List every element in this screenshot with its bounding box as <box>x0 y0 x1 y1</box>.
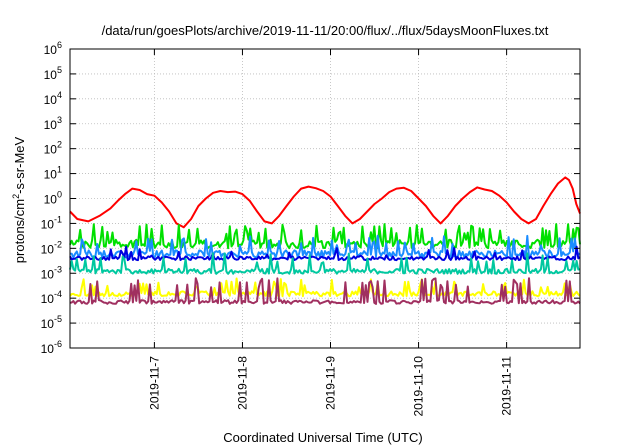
y-tick-label: 10-2 <box>41 239 62 256</box>
series-line-1 <box>69 176 581 229</box>
y-tick-label: 10-6 <box>41 339 62 356</box>
x-tick-label: 2019-11-10 <box>412 356 426 417</box>
y-tick-labels: 10-6 10-5 10-4 10-3 10-2 10-1 100 101 102 103 104 1… <box>41 40 62 356</box>
y-tick-label: 103 <box>44 115 62 132</box>
y-tick-label: 104 <box>44 90 62 107</box>
y-tick-label: 105 <box>44 65 62 82</box>
y-tick-label: 10-4 <box>41 289 62 306</box>
series-line-3 <box>69 234 581 259</box>
series-line-4 <box>69 245 581 262</box>
x-axis-label: Coordinated Universal Time (UTC) <box>223 430 422 445</box>
y-tick-label: 10-3 <box>41 264 62 281</box>
series-line-6 <box>69 277 581 298</box>
x-tick-label: 2019-11-7 <box>147 356 161 410</box>
y-tick-label: 10-1 <box>41 214 62 231</box>
y-axis-label-base: protons/cm <box>12 199 27 263</box>
y-tick-label: 100 <box>44 190 62 207</box>
x-tick-label: 2019-11-9 <box>324 356 338 410</box>
series-line-5 <box>69 252 581 275</box>
ticks <box>70 48 580 349</box>
x-tick-label: 2019-11-11 <box>500 356 514 416</box>
y-axis-label: protons/cm2-s-sr-MeV <box>11 136 27 263</box>
series-group <box>69 176 581 305</box>
x-tick-labels: 2019-11-7 2019-11-8 2019-11-9 2019-11-10 201… <box>147 356 513 417</box>
y-tick-label: 106 <box>44 40 62 57</box>
y-axis-label-sup: 2 <box>11 194 21 199</box>
y-tick-label: 10-5 <box>41 314 62 331</box>
y-tick-label: 101 <box>44 165 62 182</box>
y-axis-label-rest: -s-sr-MeV <box>12 136 27 193</box>
series-line-2 <box>69 223 581 250</box>
series-line-7 <box>69 277 581 305</box>
y-tick-label: 102 <box>44 140 62 157</box>
x-tick-label: 2019-11-8 <box>235 356 249 410</box>
chart-title: /data/run/goesPlots/archive/2019-11-11/2… <box>102 23 549 38</box>
